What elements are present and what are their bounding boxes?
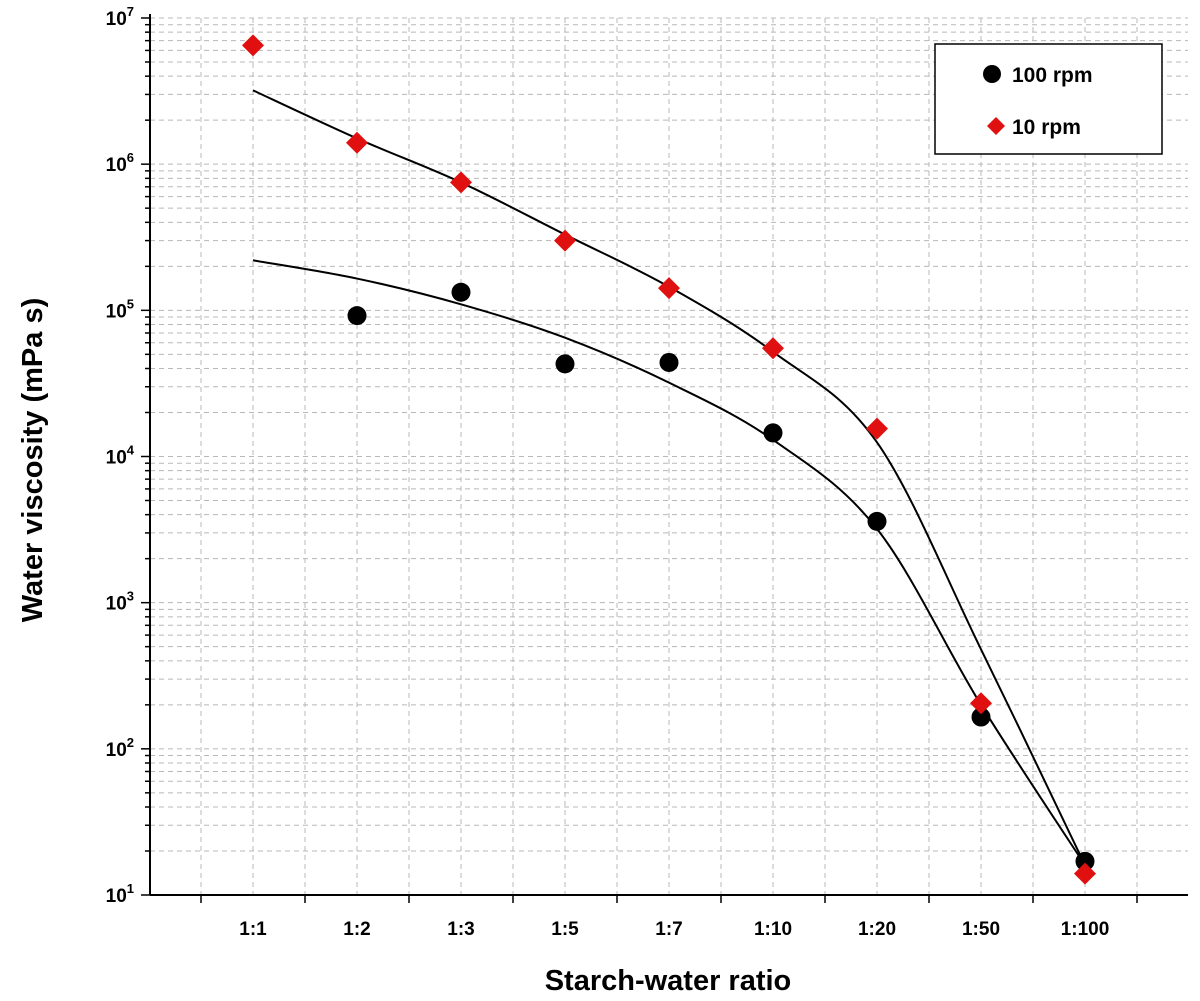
trend-line-1 [252,89,1086,866]
data-point-100-rpm [555,354,575,374]
x-tick-label: 1:50 [962,919,1000,940]
data-point-10-rpm [866,417,888,440]
data-point-10-rpm [242,34,264,57]
data-point-100-rpm [659,352,679,372]
data-point-100-rpm [763,423,783,443]
x-tick-label: 1:100 [1061,919,1110,940]
y-tick-label: 107 [106,4,134,30]
grid [150,17,1188,896]
data-point-100-rpm [451,282,471,302]
y-tick-label: 104 [106,443,135,469]
data-point-10-rpm [346,131,368,154]
y-axis-title: Water viscosity (mPa s) [17,298,49,623]
legend-marker-100-rpm [983,65,1001,83]
tick-labels: 1:1 1:2 1:3 1:5 1:7 1:10 1:20 1:50 1:100 101 102 10… [106,4,1110,940]
data-point-10-rpm [970,692,992,715]
x-tick-label: 1:10 [754,919,792,940]
trend-lines [252,89,1086,866]
data-point-10-rpm [762,337,784,360]
x-tick-label: 1:20 [858,919,896,940]
x-tick-label: 1:7 [655,919,682,940]
data-point-100-rpm [971,707,991,727]
data-point-100-rpm [1075,851,1095,871]
legend-box [934,43,1163,155]
x-tick-label: 1:3 [447,919,474,940]
y-tick-label: 105 [106,296,134,322]
x-axis-title: Starch-water ratio [545,965,792,997]
y-tick-label: 101 [106,881,134,907]
x-tick-label: 1:5 [551,919,579,940]
data-point-100-rpm [867,511,887,531]
data-points [242,34,1096,885]
axes [141,14,1188,903]
legend-label-100-rpm: 100 rpm [1012,64,1093,87]
data-point-10-rpm [658,277,680,300]
y-tick-label: 103 [106,589,134,615]
data-point-10-rpm [554,229,576,252]
trend-line-0 [252,259,1086,866]
x-tick-label: 1:2 [343,919,370,940]
legend-label-10-rpm: 10 rpm [1012,116,1081,139]
y-tick-label: 106 [106,150,134,176]
legend-marker-10-rpm [987,117,1005,135]
data-point-10-rpm [450,171,472,194]
data-point-100-rpm [347,306,367,326]
y-tick-label: 102 [106,735,134,761]
legend: 100 rpm 10 rpm [934,43,1163,155]
x-tick-label: 1:1 [239,919,267,940]
data-point-10-rpm [1074,862,1096,885]
